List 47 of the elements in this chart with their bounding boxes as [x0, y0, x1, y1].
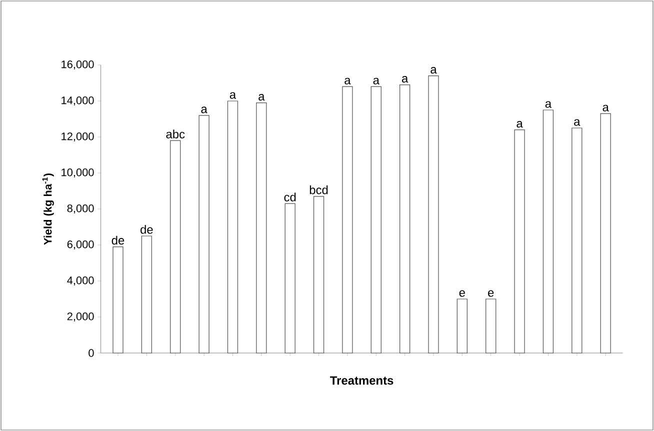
bar — [256, 102, 267, 354]
data-label: e — [459, 290, 465, 297]
bar — [112, 246, 124, 354]
bar — [227, 100, 238, 354]
data-label: abc — [166, 130, 185, 138]
data-label: a — [602, 104, 609, 112]
bar — [342, 86, 353, 354]
data-label: a — [516, 121, 523, 128]
bar — [141, 236, 152, 354]
x-axis-title: Treatments — [330, 376, 394, 385]
y-tick-label: 2,000 — [67, 312, 94, 322]
bar — [198, 115, 210, 354]
bar — [600, 113, 611, 354]
y-tick-label: 8,000 — [67, 204, 94, 214]
data-label: a — [344, 78, 351, 84]
y-tick-label: 10,000 — [62, 168, 94, 178]
data-label: de — [140, 225, 153, 234]
bar — [400, 84, 410, 354]
data-label: a — [258, 94, 265, 101]
bar — [170, 140, 181, 354]
bar — [572, 128, 582, 354]
data-label: a — [402, 76, 408, 83]
data-label: a — [574, 119, 580, 126]
bar — [456, 298, 468, 354]
bar — [542, 110, 554, 354]
bar — [514, 129, 525, 354]
bar — [486, 298, 496, 354]
bar — [284, 203, 296, 354]
bar — [313, 196, 324, 354]
data-label: a — [545, 101, 552, 108]
data-label: a — [373, 78, 380, 84]
y-axis-title: Yield (kg ha$^{-1}$) — [42, 174, 54, 245]
bar — [428, 75, 439, 354]
data-label: a — [230, 92, 236, 99]
y-tick-label: 16,000 — [62, 60, 94, 70]
y-tick-label: 4,000 — [67, 276, 94, 286]
y-tick-label: 0 — [88, 349, 94, 357]
bar — [370, 86, 382, 354]
data-label: e — [488, 290, 494, 297]
data-label: a — [201, 106, 208, 114]
data-label: cd — [284, 192, 296, 202]
y-tick-label: 12,000 — [62, 132, 94, 142]
data-label: de — [112, 236, 124, 245]
data-label: bcd — [310, 185, 328, 194]
y-tick-label: 6,000 — [67, 240, 94, 250]
data-label: a — [430, 67, 437, 74]
y-tick-label: 14,000 — [62, 96, 94, 106]
